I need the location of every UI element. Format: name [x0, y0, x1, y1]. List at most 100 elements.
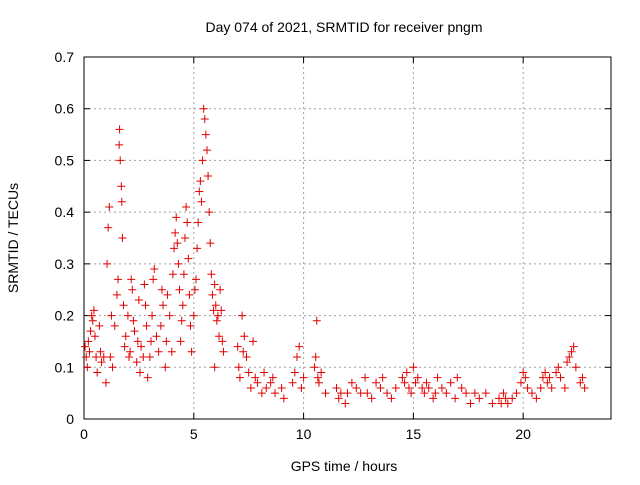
data-point [209, 306, 218, 315]
data-point [199, 104, 208, 113]
data-point [341, 399, 350, 408]
data-point [260, 368, 269, 377]
data-point [170, 244, 179, 253]
data-point [108, 363, 117, 372]
data-point [391, 383, 400, 392]
plot-area [83, 56, 612, 420]
data-point [191, 275, 200, 284]
data-point [95, 321, 104, 330]
data-point [216, 285, 225, 294]
data-point [140, 280, 149, 289]
data-point [212, 316, 221, 325]
data-point [503, 399, 512, 408]
data-point [334, 394, 343, 403]
data-point [310, 363, 319, 372]
data-point [253, 378, 262, 387]
data-point [146, 337, 155, 346]
data-point [97, 358, 106, 367]
data-point [201, 130, 210, 139]
data-point [541, 368, 550, 377]
data-point [145, 352, 154, 361]
y-tick-label: 0.7 [55, 49, 75, 65]
data-point [536, 383, 545, 392]
data-point [217, 306, 226, 315]
data-point [451, 394, 460, 403]
data-point [409, 363, 418, 372]
data-point [185, 290, 194, 299]
data-point [104, 223, 113, 232]
data-point [571, 363, 580, 372]
data-point [177, 316, 186, 325]
data-point [142, 321, 151, 330]
data-point [235, 373, 244, 382]
data-point [266, 378, 275, 387]
data-point [133, 337, 142, 346]
data-point [137, 342, 146, 351]
data-point [499, 389, 508, 398]
data-point [290, 368, 299, 377]
data-point [189, 311, 198, 320]
data-point [211, 301, 220, 310]
data-point [163, 290, 172, 299]
data-point [249, 337, 258, 346]
data-point [233, 342, 242, 351]
data-point [112, 290, 121, 299]
data-point [129, 316, 138, 325]
data-point [118, 234, 127, 242]
data-point [317, 368, 326, 377]
data-point [404, 383, 413, 392]
data-point [106, 352, 115, 361]
data-point [148, 311, 157, 320]
data-point [88, 316, 97, 325]
data-point [277, 383, 286, 392]
data-point [532, 394, 541, 403]
data-point [457, 383, 466, 392]
data-point [246, 383, 255, 392]
data-point [128, 285, 137, 294]
data-point [196, 177, 205, 186]
data-point [103, 259, 112, 268]
data-point [210, 363, 219, 372]
data-point [175, 285, 184, 294]
data-point [81, 342, 90, 351]
data-point [545, 373, 554, 382]
data-point [101, 378, 110, 387]
data-point [466, 399, 475, 408]
data-point [107, 311, 116, 320]
data-point [332, 383, 341, 392]
data-point [197, 197, 206, 206]
grid-lines [84, 57, 611, 419]
data-point [299, 373, 308, 382]
data-point [257, 389, 266, 398]
data-point [429, 394, 438, 403]
data-point [126, 347, 135, 356]
data-point [516, 378, 525, 387]
data-point [172, 213, 181, 222]
data-point [462, 389, 471, 398]
data-point [347, 378, 356, 387]
data-point [387, 394, 396, 403]
data-point [218, 337, 227, 346]
data-point [433, 373, 442, 382]
data-point [165, 311, 174, 320]
data-point [83, 363, 92, 372]
data-point [205, 208, 214, 217]
data-point [527, 389, 536, 398]
y-tick-label: 0.3 [55, 256, 75, 272]
chart-title: Day 074 of 2021, SRMTID for receiver png… [205, 19, 482, 35]
data-point [512, 389, 521, 398]
data-point [238, 311, 247, 320]
data-point [219, 347, 228, 356]
data-point [173, 239, 182, 248]
data-point [295, 342, 304, 351]
data-point [576, 378, 585, 387]
data-point [378, 373, 387, 382]
data-point [376, 383, 385, 392]
data-point [204, 171, 213, 180]
data-point [87, 311, 96, 320]
data-point [127, 275, 136, 284]
data-point [372, 378, 381, 387]
data-point [240, 332, 249, 341]
data-point [181, 234, 190, 242]
data-point [157, 285, 166, 294]
